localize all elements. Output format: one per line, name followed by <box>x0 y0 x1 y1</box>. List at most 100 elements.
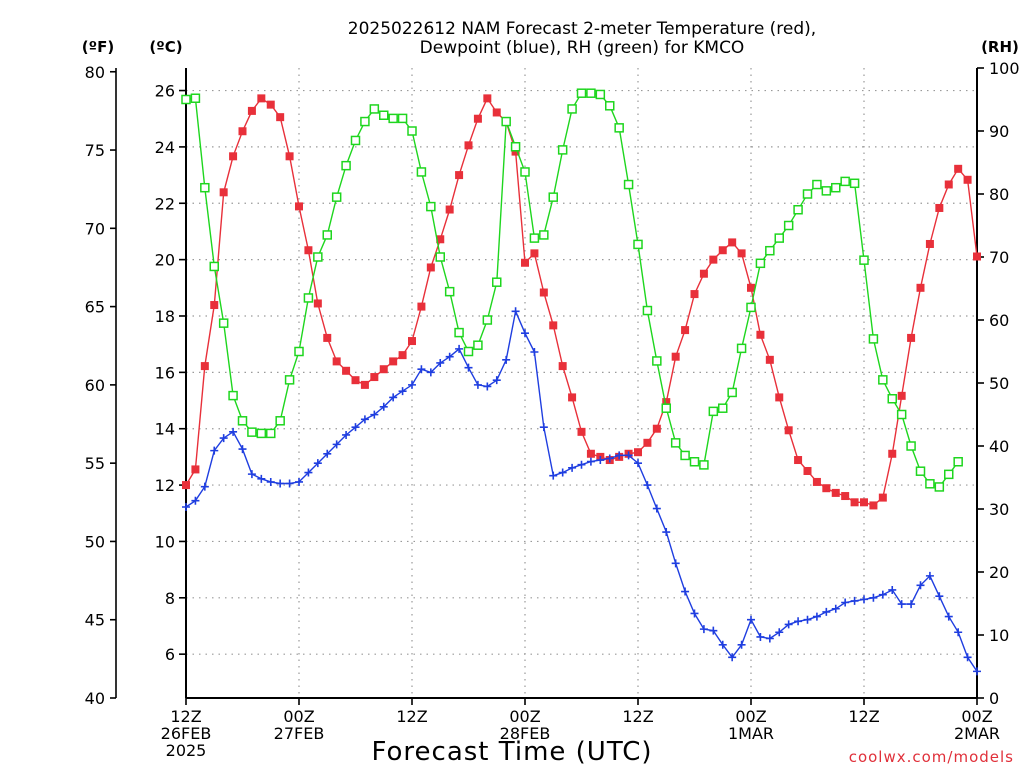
rh-point <box>849 178 860 189</box>
temperature-point <box>812 477 821 486</box>
celsius-tick-label: 6 <box>165 645 175 664</box>
dewpoint-point <box>342 430 351 439</box>
rh-point <box>642 305 653 316</box>
x-tick-label: 26FEB <box>161 724 212 743</box>
dewpoint-point <box>464 363 473 372</box>
dewpoint-point <box>784 620 793 629</box>
dewpoint-point <box>841 598 850 607</box>
temperature-point <box>492 108 501 117</box>
dewpoint-point <box>426 368 435 377</box>
temperature-point <box>426 263 435 272</box>
dewpoint-point <box>765 634 774 643</box>
dewpoint-point <box>747 615 755 624</box>
rh-point <box>218 318 229 328</box>
temperature-point <box>925 239 934 248</box>
fahrenheit-tick-label: 55 <box>85 454 105 473</box>
temperature-point <box>436 235 445 244</box>
temperature-point <box>323 333 332 342</box>
temperature-point <box>973 252 981 261</box>
temperature-point <box>445 205 454 214</box>
temperature-point <box>257 94 266 103</box>
dewpoint-point <box>718 640 727 649</box>
dewpoint-point <box>963 653 972 662</box>
rh-point <box>896 409 907 420</box>
dewpoint-point <box>888 585 897 594</box>
dewpoint-point <box>219 434 228 443</box>
rh-point <box>256 428 267 439</box>
dewpoint-point <box>389 393 398 402</box>
dewpoint-point <box>351 423 360 432</box>
temperature-point <box>841 492 850 501</box>
temperature-point <box>521 258 529 267</box>
rh-point <box>407 126 417 136</box>
dewpoint-point <box>831 604 840 613</box>
rh-point <box>821 186 832 196</box>
temperature-point <box>888 449 897 458</box>
x-tick-label: 2025 <box>166 741 207 760</box>
rh-tick-label: 60 <box>989 311 1009 330</box>
rh-tick-label: 10 <box>989 626 1009 645</box>
rh-tick-label: 70 <box>989 248 1009 267</box>
dewpoint-point <box>530 348 539 357</box>
dewpoint-point <box>238 445 247 454</box>
temperature-point <box>935 203 944 212</box>
dewpoint-point <box>417 365 426 374</box>
rh-point <box>388 113 398 124</box>
dewpoint-point <box>568 463 577 472</box>
rh-point <box>200 182 210 193</box>
temperature-point <box>398 351 407 360</box>
rh-point <box>934 482 945 492</box>
rh-point <box>736 343 747 354</box>
dewpoint-point <box>247 470 256 479</box>
fahrenheit-tick-label: 50 <box>85 532 105 551</box>
x-tick-label: 27FEB <box>274 724 325 743</box>
temperature-point <box>483 94 492 103</box>
rh-point <box>633 239 643 250</box>
rh-point <box>925 479 935 489</box>
dewpoint-point <box>605 454 614 463</box>
temperature-point <box>389 357 398 366</box>
dewpoint-point <box>652 504 661 513</box>
grid-lines <box>186 68 977 698</box>
dewpoint-point <box>775 628 784 637</box>
temperature-point <box>200 362 209 371</box>
temperature-point <box>869 501 878 510</box>
x-tick-label: 12Z <box>848 707 879 726</box>
rh-point <box>284 375 295 385</box>
rh-point <box>482 315 493 325</box>
temperature-point <box>850 498 859 507</box>
rh-point <box>473 340 483 350</box>
temperature-point <box>916 283 925 292</box>
rh-point <box>369 104 380 114</box>
dewpoint-point <box>511 307 520 316</box>
dewpoint-point <box>944 612 953 621</box>
fahrenheit-tick-label: 65 <box>85 298 105 317</box>
temperature-point <box>765 355 774 364</box>
rh-point <box>953 457 963 467</box>
dewpoint-point <box>577 460 586 469</box>
rh-point <box>859 255 869 265</box>
x-tick-label: 00Z <box>283 707 314 726</box>
x-tick-label: 00Z <box>509 707 540 726</box>
temperature-point <box>229 152 238 161</box>
dewpoint-point <box>455 344 464 353</box>
dewpoint-point <box>276 479 285 488</box>
rh-point <box>915 466 926 476</box>
temperature-point <box>652 424 661 433</box>
temperature-point <box>455 171 464 180</box>
x-axis-label: Forecast Time (UTC) <box>371 737 652 767</box>
dewpoint-point <box>539 423 548 432</box>
temperature-point <box>671 352 680 361</box>
rh-point <box>360 116 370 127</box>
dewpoint-point <box>615 451 624 460</box>
x-tick-label: 00Z <box>961 707 992 726</box>
temperature-point <box>897 391 906 400</box>
rh-point <box>463 346 474 357</box>
temperature-point <box>775 393 784 402</box>
temperature-point <box>643 438 652 447</box>
rh-point <box>294 346 304 357</box>
temperature-point <box>586 449 595 458</box>
temperature-point <box>530 249 539 258</box>
celsius-tick-label: 24 <box>155 138 175 157</box>
fahrenheit-tick-label: 40 <box>85 689 105 708</box>
